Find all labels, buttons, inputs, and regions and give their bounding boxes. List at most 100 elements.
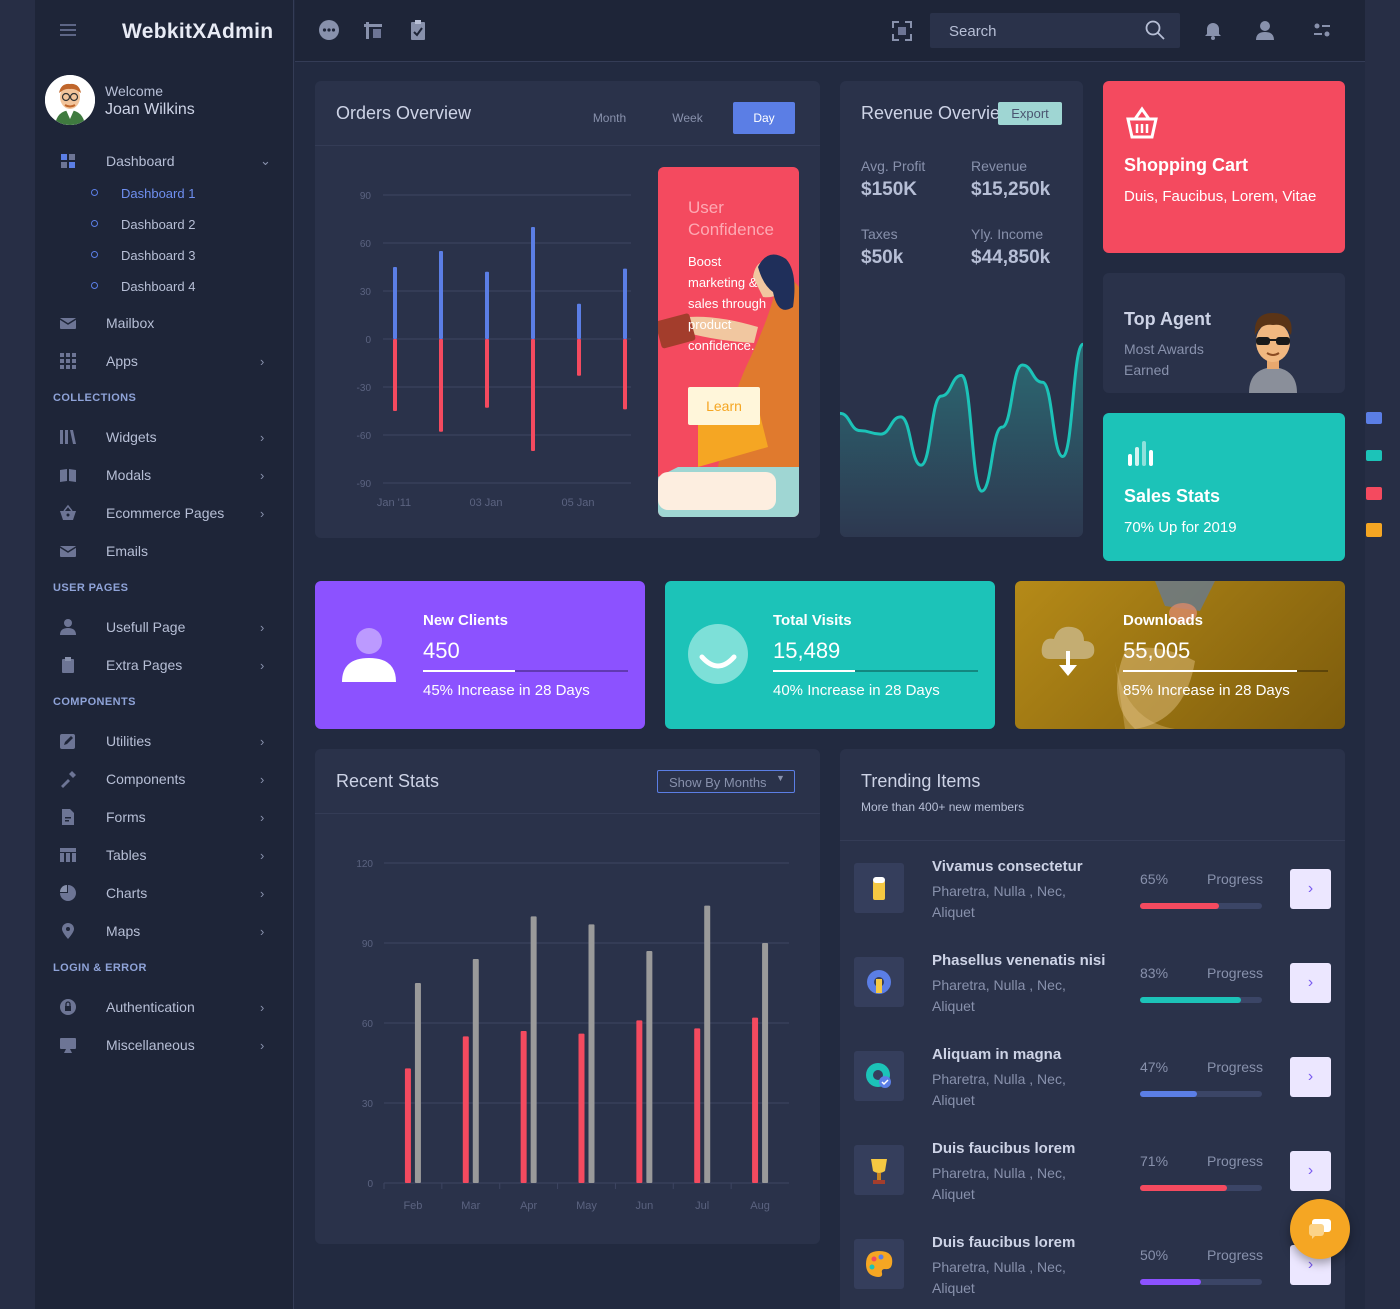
item-progress-bar [1140, 903, 1262, 909]
x-tick-label: Jun [635, 1200, 653, 1212]
y-tick-label: 0 [365, 335, 371, 346]
metric-value: $44,850k [971, 247, 1051, 268]
arrow-right-icon[interactable]: › [1290, 963, 1331, 1003]
bell-icon[interactable] [1202, 19, 1224, 41]
card-title: Revenue Overview [861, 103, 1014, 123]
chat-icon[interactable] [1366, 523, 1382, 537]
sidebar-item-authentication[interactable]: Authentication › [35, 988, 294, 1026]
sales-stats-card[interactable]: Sales Stats 70% Up for 2019 [1103, 413, 1345, 561]
y-tick-label: -90 [357, 479, 372, 490]
item-subtitle: Pharetra, Nulla , Nec, Aliquet [932, 977, 1066, 1014]
y-tick-label: 60 [362, 1019, 374, 1030]
downloads-card[interactable]: Downloads 55,005 85% Increase in 28 Days [1015, 581, 1345, 729]
divider [840, 840, 1345, 841]
sidebar-subitem-dashboard-4[interactable]: Dashboard 4 [35, 271, 294, 302]
top-bar: Search [295, 0, 1365, 62]
sidebar-item-tables[interactable]: Tables › [35, 836, 294, 874]
sidebar-item-widgets[interactable]: Widgets › [35, 418, 294, 456]
bullet-icon [91, 251, 98, 258]
floating-chat-button[interactable] [1290, 1199, 1350, 1259]
tab-month[interactable]: Month [592, 111, 627, 125]
arrow-right-icon[interactable]: › [1290, 1057, 1331, 1097]
trending-row: Aliquam in magna Pharetra, Nulla , Nec, … [840, 1032, 1345, 1126]
stat-progress-bar [773, 670, 978, 672]
sidebar-item-miscellaneous[interactable]: Miscellaneous › [35, 1026, 294, 1064]
y-tick-label: 90 [360, 191, 372, 202]
sidebar-item-charts[interactable]: Charts › [35, 874, 294, 912]
sidebar-item-forms[interactable]: Forms › [35, 798, 294, 836]
top-agent-card[interactable]: Top Agent Most Awards Earned [1103, 273, 1345, 393]
sidebar-subitem-label: Dashboard 2 [121, 217, 196, 232]
chevron-right-icon: › [260, 847, 265, 863]
learn-button[interactable]: Learn [688, 387, 760, 425]
sidebar-item-components[interactable]: Components › [35, 760, 294, 798]
shopping-cart-card[interactable]: Shopping Cart Duis, Faucibus, Lorem, Vit… [1103, 81, 1345, 253]
sidebar-item-emails[interactable]: Emails [35, 532, 294, 570]
sidebar-subitem-dashboard-2[interactable]: Dashboard 2 [35, 209, 294, 240]
arrow-right-icon[interactable]: › [1290, 1151, 1331, 1191]
tab-week[interactable]: Week [672, 111, 703, 125]
tools-icon[interactable] [362, 19, 384, 41]
sidebar-item-dashboard[interactable]: Dashboard ⌄ [35, 142, 294, 180]
sidebar-item-extra-pages[interactable]: Extra Pages › [35, 646, 294, 684]
total-visits-card[interactable]: Total Visits 15,489 40% Increase in 28 D… [665, 581, 995, 729]
image-icon[interactable] [1366, 487, 1382, 500]
menu-toggle-icon[interactable] [60, 24, 76, 36]
new-clients-card[interactable]: New Clients 450 45% Increase in 28 Days [315, 581, 645, 729]
sidebar-item-maps[interactable]: Maps › [35, 912, 294, 950]
fullscreen-icon[interactable] [891, 20, 913, 42]
layout-icon[interactable] [1366, 412, 1382, 424]
bar [472, 959, 479, 1183]
avatar[interactable] [45, 75, 95, 125]
metric-label: Taxes [861, 226, 898, 242]
settings-sliders-icon[interactable] [1311, 19, 1333, 41]
item-progress-fill [1140, 997, 1242, 1003]
sidebar-subitem-label: Dashboard 4 [121, 279, 196, 294]
agent-avatar-illustration [1249, 313, 1297, 393]
chat-bubble-icon[interactable] [318, 19, 340, 41]
sidebar-item-label: Mailbox [106, 315, 155, 331]
y-tick-label: -30 [357, 383, 372, 394]
search-icon[interactable] [1145, 20, 1165, 40]
search-bar[interactable]: Search [930, 13, 1180, 48]
search-input[interactable]: Search [949, 23, 997, 40]
arrow-right-icon[interactable]: › [1290, 869, 1331, 909]
card-text: 70% Up for 2019 [1124, 519, 1237, 536]
metric-label: Yly. Income [971, 226, 1044, 242]
sidebar-item-modals[interactable]: Modals › [35, 456, 294, 494]
bar [485, 271, 489, 339]
sidebar-subitem-dashboard-1[interactable]: Dashboard 1 [35, 178, 294, 209]
bullet-icon [91, 282, 98, 289]
x-tick-label: Aug [750, 1200, 770, 1212]
map-pin-icon [62, 923, 74, 939]
divider [315, 145, 820, 146]
sidebar-item-label: Forms [106, 809, 146, 825]
bar [531, 227, 535, 339]
area-fill [840, 344, 1083, 537]
sidebar-item-ecommerce[interactable]: Ecommerce Pages › [35, 494, 294, 532]
clipboard-check-icon[interactable] [407, 19, 429, 41]
sidebar-item-apps[interactable]: Apps › [35, 342, 294, 380]
chevron-right-icon: › [260, 809, 265, 825]
sidebar-item-mailbox[interactable]: Mailbox [35, 304, 294, 342]
bar [577, 303, 581, 339]
money-icon[interactable] [1366, 450, 1382, 461]
bar [623, 339, 627, 410]
sidebar-subitem-dashboard-3[interactable]: Dashboard 3 [35, 240, 294, 271]
export-button[interactable]: Export [998, 102, 1062, 125]
sidebar-item-utilities[interactable]: Utilities › [35, 722, 294, 760]
item-percent: 83% [1140, 965, 1169, 981]
promo-text: Boost marketing & sales through product … [688, 254, 767, 353]
sidebar-item-usefull-page[interactable]: Usefull Page › [35, 608, 294, 646]
tab-day[interactable]: Day [733, 102, 795, 134]
bar [530, 916, 537, 1183]
user-icon[interactable] [1254, 19, 1276, 41]
trending-items-card: Trending Items More than 400+ new member… [840, 749, 1345, 1309]
card-subtitle: More than 400+ new members [861, 800, 1025, 814]
x-tick-label: Mar [461, 1200, 480, 1212]
show-by-months-dropdown[interactable]: Show By Months ▼ [657, 770, 795, 793]
mail-open-icon [59, 546, 77, 557]
trophy-icon [854, 1145, 904, 1195]
revenue-overview-card: Revenue Overview Export Avg. Profit $150… [840, 81, 1083, 537]
sidebar-item-label: Authentication [106, 999, 195, 1015]
